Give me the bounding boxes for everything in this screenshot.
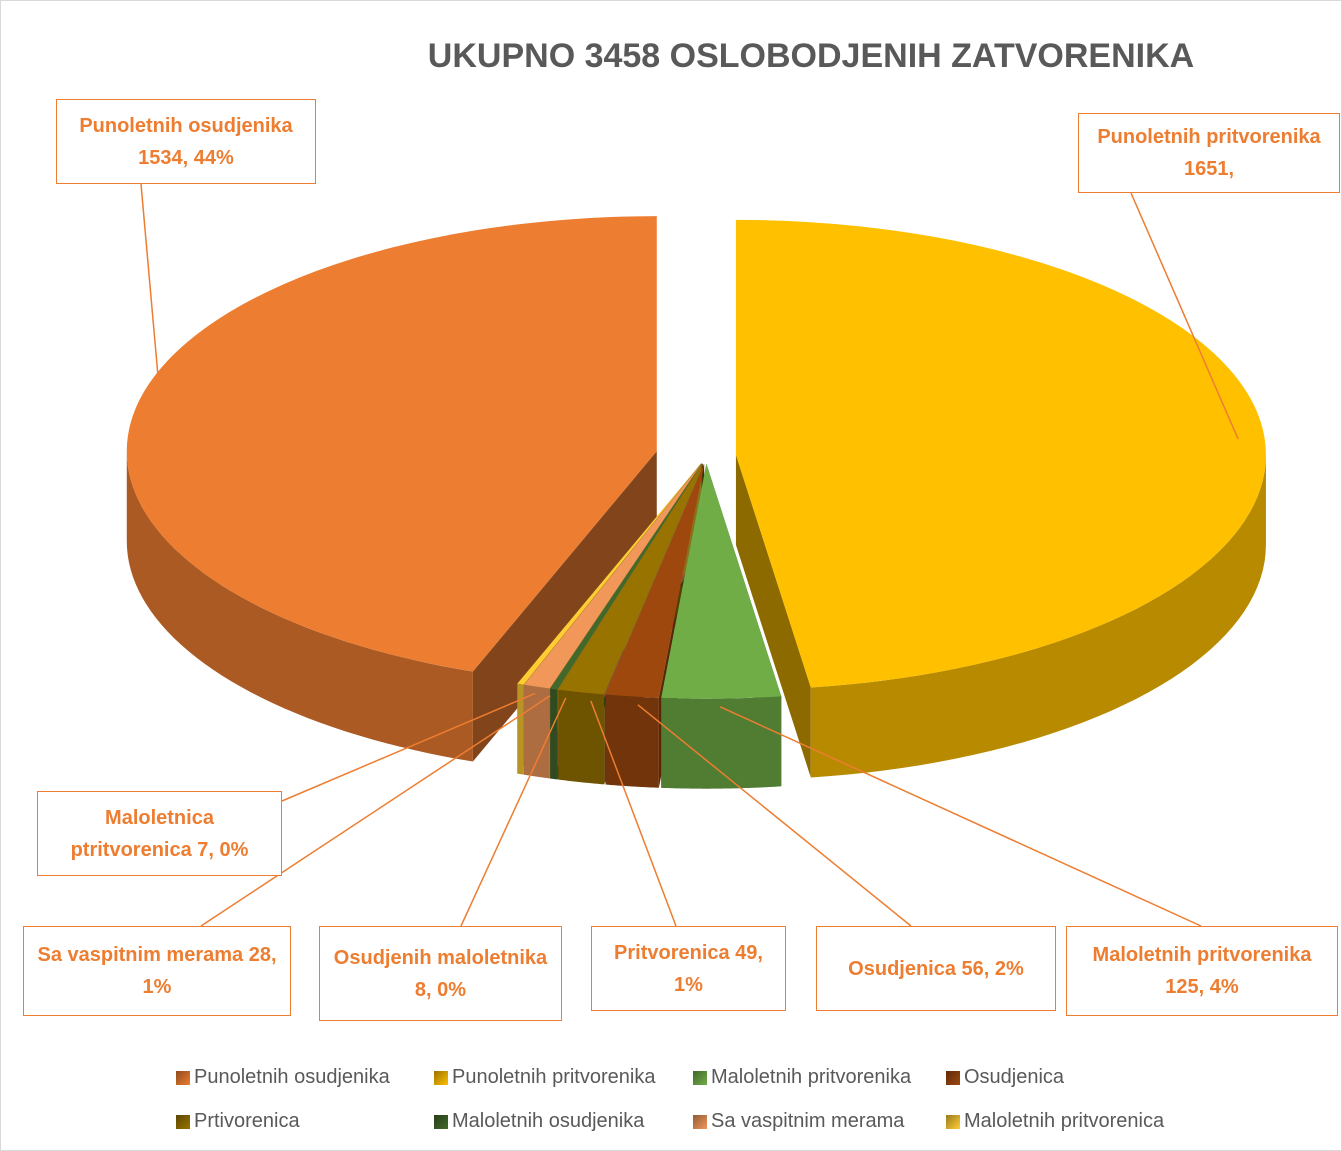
slice-wall xyxy=(126,451,473,762)
slice xyxy=(524,463,702,689)
slice-cut xyxy=(735,454,811,778)
slice-wall xyxy=(605,694,659,788)
legend-label: Maloletnih pritvorenika xyxy=(711,1066,912,1088)
leader-line xyxy=(140,183,162,412)
legend-swatch xyxy=(693,1114,707,1129)
legend-swatch xyxy=(946,1114,960,1129)
legend-swatch xyxy=(434,1070,448,1085)
legend-label: Maloletnih osudjenika xyxy=(452,1110,645,1132)
slice-wall xyxy=(517,683,524,775)
leader-line xyxy=(637,704,912,927)
legend-item: Maloletnih pritvorenica xyxy=(946,1110,1164,1133)
slice-wall xyxy=(550,688,558,780)
legend-label: Punoletnih osudjenika xyxy=(194,1066,390,1088)
leader-line xyxy=(200,695,551,927)
leader-line xyxy=(719,706,1202,927)
leader-line xyxy=(460,697,567,927)
slice xyxy=(517,463,702,685)
data-label: Maloletnica ptritvorenica 7, 0% xyxy=(37,791,282,876)
chart-title: UKUPNO 3458 OSLOBODJENIH ZATVORENIKA xyxy=(427,37,1195,75)
data-label: Pritvorenica 49, 1% xyxy=(591,926,786,1011)
legend-label: Punoletnih pritvorenika xyxy=(452,1066,656,1088)
leader-line xyxy=(590,700,677,927)
legend-item: Osudjenica xyxy=(946,1066,1064,1089)
legend-label: Sa vaspitnim merama xyxy=(711,1110,905,1132)
legend-swatch xyxy=(176,1070,190,1085)
legend-item: Punoletnih pritvorenika xyxy=(434,1066,655,1089)
legend-item: Maloletnih pritvorenika xyxy=(693,1066,911,1089)
leader-line xyxy=(281,692,536,802)
legend-swatch xyxy=(693,1070,707,1085)
legend-swatch xyxy=(176,1114,190,1129)
legend-item: Punoletnih osudjenika xyxy=(176,1066,390,1089)
legend-label: Prtivorenica xyxy=(194,1110,300,1132)
slice xyxy=(558,463,703,695)
legend-label: Osudjenica xyxy=(964,1066,1065,1088)
legend-item: Prtivorenica xyxy=(176,1110,300,1133)
slice xyxy=(661,463,782,699)
slice-wall xyxy=(558,689,605,785)
data-label: Maloletnih pritvorenika 125, 4% xyxy=(1066,926,1338,1016)
data-label: Sa vaspitnim merama 28, 1% xyxy=(23,926,291,1016)
data-label: Osudjenica 56, 2% xyxy=(816,926,1056,1011)
slice xyxy=(735,219,1266,688)
leader-line xyxy=(1130,192,1239,440)
legend-item: Maloletnih osudjenika xyxy=(434,1110,644,1133)
legend-swatch xyxy=(946,1070,960,1085)
slice xyxy=(550,463,703,690)
data-label: Osudjenih maloletnika 8, 0% xyxy=(319,926,562,1021)
slice-tops xyxy=(126,216,1266,699)
slice xyxy=(126,216,657,672)
slice-wall xyxy=(810,454,1266,778)
legend-label: Maloletnih pritvorenica xyxy=(964,1110,1165,1132)
data-label: Punoletnih pritvorenika 1651, xyxy=(1078,113,1340,193)
slice xyxy=(605,463,705,698)
legend-swatch xyxy=(434,1114,448,1129)
slice-wall xyxy=(661,696,782,789)
data-label: Punoletnih osudjenika 1534, 44% xyxy=(56,99,316,184)
legend-item: Sa vaspitnim merama xyxy=(693,1110,904,1133)
